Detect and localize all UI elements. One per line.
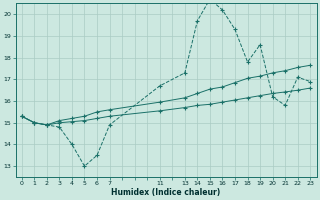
X-axis label: Humidex (Indice chaleur): Humidex (Indice chaleur) (111, 188, 221, 197)
